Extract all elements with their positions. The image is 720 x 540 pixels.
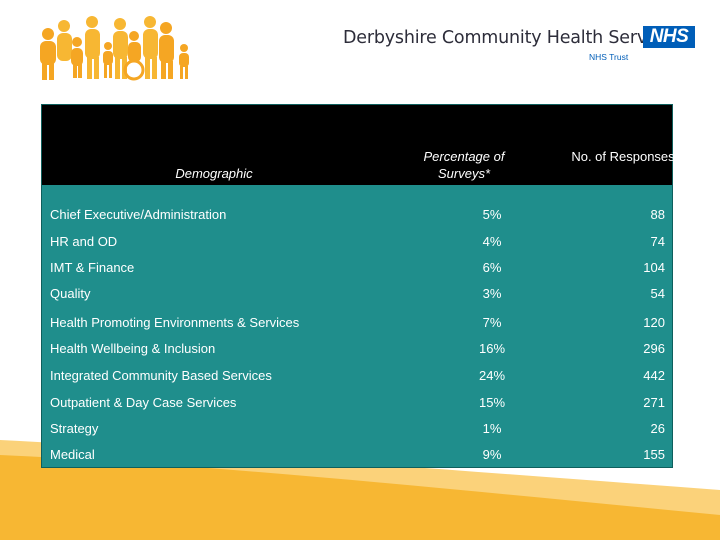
row-percentage: 6% (482, 260, 502, 275)
row-demographic: Integrated Community Based Services (50, 368, 272, 383)
row-responses: 88 (650, 207, 665, 222)
organisation-header: Derbyshire Community Health Services NHS… (343, 26, 698, 66)
people-figures-logo-icon (40, 16, 189, 81)
table-row: Health Wellbeing & Inclusion 16% 296 (42, 337, 672, 361)
table-row: IMT & Finance 6% 104 (42, 256, 672, 280)
table-row: Strategy 1% 26 (42, 417, 672, 441)
row-responses: 74 (650, 234, 665, 249)
row-responses: 54 (650, 286, 665, 301)
table-row: HR and OD 4% 74 (42, 230, 672, 254)
row-demographic: Medical (50, 447, 95, 462)
row-responses: 26 (650, 421, 665, 436)
table-row: Health Promoting Environments & Services… (42, 311, 672, 335)
column-header-responses: No. of Responses (571, 149, 675, 164)
row-responses: 104 (643, 260, 665, 275)
column-header-percentage: Percentage of Surveys* (423, 149, 505, 181)
nhs-trust-label: NHS Trust (589, 52, 629, 62)
row-demographic: Strategy (50, 421, 99, 436)
table-row: Medical 9% 155 (42, 443, 672, 467)
row-responses: 442 (643, 368, 665, 383)
row-demographic: Chief Executive/Administration (50, 207, 227, 222)
row-demographic: HR and OD (50, 234, 118, 249)
row-percentage: 24% (478, 368, 506, 383)
row-demographic: Quality (50, 286, 91, 301)
row-percentage: 4% (482, 234, 502, 249)
row-responses: 271 (643, 395, 665, 410)
nhs-logo: NHS (643, 26, 695, 48)
row-percentage: 3% (482, 286, 502, 301)
table-row: Integrated Community Based Services 24% … (42, 364, 672, 388)
column-header-demographic: Demographic (175, 166, 253, 181)
table-header: Demographic Percentage of Surveys* No. o… (42, 105, 675, 185)
row-percentage: 5% (482, 207, 502, 222)
table-row: Quality 3% 54 (42, 282, 672, 306)
row-responses: 120 (643, 315, 665, 330)
table-row: Chief Executive/Administration 5% 88 (42, 203, 672, 227)
survey-demographics-table: Demographic Percentage of Surveys* No. o… (41, 104, 675, 468)
row-responses: 155 (643, 447, 665, 462)
row-demographic: Health Wellbeing & Inclusion (50, 341, 216, 356)
row-responses: 296 (643, 341, 665, 356)
row-percentage: 15% (478, 395, 506, 410)
row-percentage: 9% (482, 447, 502, 462)
row-percentage: 1% (482, 421, 502, 436)
row-percentage: 7% (482, 315, 502, 330)
row-percentage: 16% (478, 341, 506, 356)
row-demographic: Outpatient & Day Case Services (50, 395, 237, 410)
organisation-name: Derbyshire Community Health Services (343, 28, 681, 48)
row-demographic: IMT & Finance (50, 260, 135, 275)
row-demographic: Health Promoting Environments & Services (50, 315, 300, 330)
table-row: Outpatient & Day Case Services 15% 271 (42, 391, 672, 415)
